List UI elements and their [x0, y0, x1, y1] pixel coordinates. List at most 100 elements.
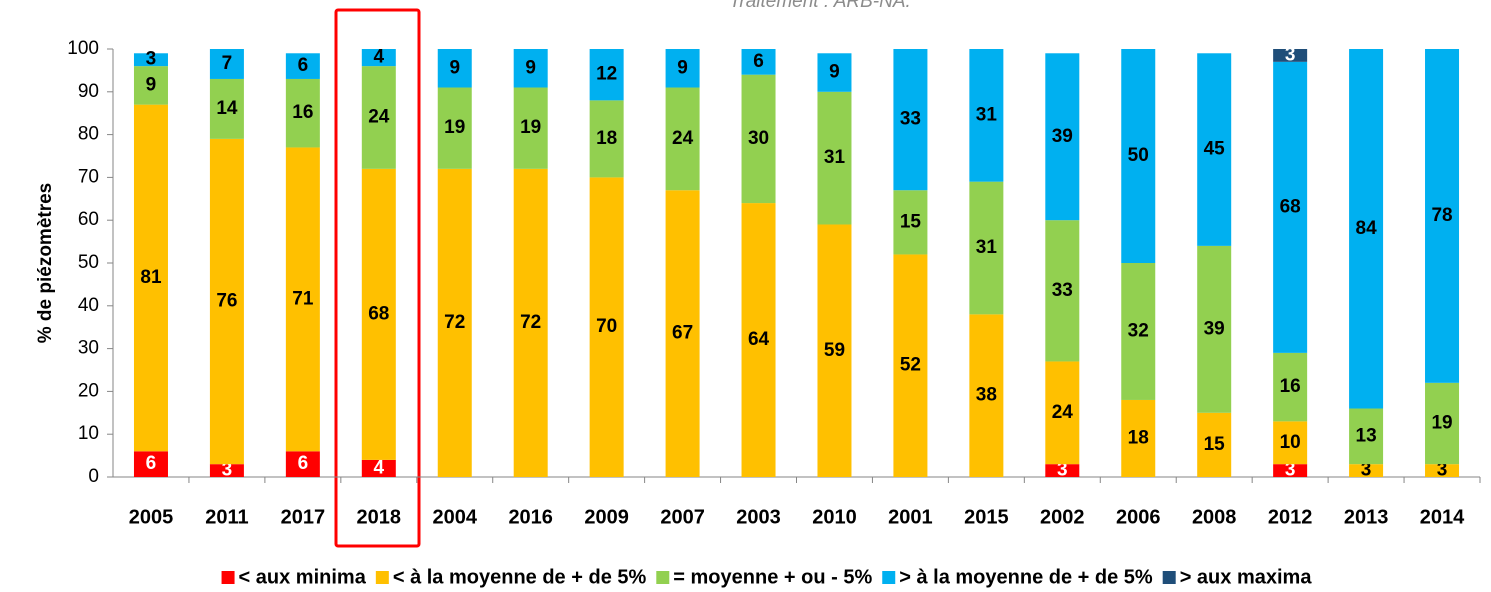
data-label: 9 [146, 74, 157, 95]
bar-segment [361, 49, 396, 67]
data-label: 3 [1285, 460, 1296, 481]
bar-segment [1273, 352, 1308, 422]
bar-segment [133, 104, 168, 452]
x-tick-label: 2011 [205, 506, 248, 528]
data-label: 39 [1052, 126, 1073, 147]
data-label: 72 [520, 312, 541, 333]
x-tick-label: 2008 [1192, 506, 1237, 528]
data-label: 84 [1356, 218, 1378, 239]
data-label: 3 [1057, 460, 1068, 481]
bar-segment [1273, 464, 1308, 477]
data-label: 33 [900, 109, 921, 130]
data-label: 64 [748, 329, 770, 350]
bar-segment [1121, 399, 1156, 477]
data-label: 31 [976, 237, 998, 258]
data-label: 3 [146, 49, 157, 70]
data-label: 4 [374, 47, 385, 68]
bar-segment [1121, 49, 1156, 263]
bar-segment [513, 87, 548, 169]
y-tick-label: 10 [78, 423, 99, 444]
highlight-box [334, 8, 421, 548]
y-tick-label: 70 [78, 166, 99, 187]
x-tick-label: 2010 [812, 506, 857, 528]
data-label: 9 [449, 57, 460, 78]
bar-segment [209, 464, 244, 477]
bar-segment [1349, 49, 1384, 409]
legend-swatch [1162, 571, 1176, 584]
data-label: 19 [444, 117, 465, 138]
x-tick-label: 2014 [1420, 506, 1465, 528]
bar-segment [1273, 421, 1308, 465]
data-label: 76 [216, 291, 237, 312]
x-tick-label: 2009 [584, 506, 629, 528]
legend-swatch [882, 571, 896, 584]
legend-swatch [656, 571, 670, 584]
data-label: 52 [900, 355, 921, 376]
x-tick-label: 2018 [357, 506, 402, 528]
data-label: 19 [520, 117, 541, 138]
legend-label: < à la moyenne de + de 5% [393, 566, 647, 588]
bar-segment [665, 190, 700, 478]
data-label: 39 [1204, 318, 1225, 339]
bar-segment [285, 451, 320, 477]
bar-segment [817, 91, 852, 225]
x-tick-label: 2015 [964, 506, 1009, 528]
bar-segment [361, 459, 396, 477]
bar-segment [589, 177, 624, 477]
data-label: 32 [1128, 320, 1149, 341]
bar-segment [741, 49, 776, 75]
bar-segment [1273, 49, 1308, 62]
data-label: 81 [140, 267, 162, 288]
y-tick-label: 80 [78, 124, 99, 145]
data-label: 30 [748, 128, 769, 149]
bar-segment [209, 138, 244, 465]
data-label: 6 [753, 51, 764, 72]
data-label: 59 [824, 340, 845, 361]
data-label: 3 [1437, 460, 1448, 481]
x-tick-label: 2013 [1344, 506, 1389, 528]
data-label: 50 [1128, 145, 1149, 166]
y-tick-label: 30 [78, 338, 99, 359]
data-label: 31 [976, 104, 998, 125]
data-label: 4 [374, 457, 385, 478]
bar-segment [1197, 412, 1232, 477]
data-label: 13 [1356, 425, 1377, 446]
bar-segment [1045, 53, 1080, 221]
data-label: 14 [216, 98, 238, 119]
bar-segment [285, 53, 320, 79]
bar-segment [817, 224, 852, 477]
data-label: 33 [1052, 280, 1073, 301]
data-label: 15 [1204, 434, 1226, 455]
x-tick-label: 2012 [1268, 506, 1313, 528]
data-label: 19 [1431, 413, 1452, 434]
data-label: 15 [900, 211, 922, 232]
data-label: 18 [596, 128, 617, 149]
legend-label: > à la moyenne de + de 5% [899, 566, 1153, 588]
data-label: 6 [298, 55, 309, 76]
bar-segment [1197, 53, 1232, 246]
bar-segment [969, 181, 1004, 315]
data-label: 12 [596, 64, 617, 85]
data-label: 3 [1361, 460, 1372, 481]
y-tick-label: 90 [78, 81, 99, 102]
data-label: 24 [1052, 402, 1074, 423]
data-label: 72 [444, 312, 465, 333]
y-tick-label: 100 [67, 38, 99, 59]
data-label: 16 [292, 102, 313, 123]
y-tick-label: 0 [88, 466, 99, 487]
x-tick-label: 2007 [660, 506, 705, 528]
data-label: 70 [596, 316, 617, 337]
data-label: 18 [1128, 427, 1149, 448]
bar-segment [437, 49, 472, 88]
bar-segment [1425, 49, 1460, 383]
data-label: 24 [368, 106, 390, 127]
data-label: 6 [298, 453, 309, 474]
bar-segment [1121, 263, 1156, 400]
bar-segment [969, 49, 1004, 182]
bar-segment [1045, 361, 1080, 465]
y-tick-label: 50 [78, 252, 99, 273]
x-tick-label: 2001 [888, 506, 933, 528]
legend-swatch [221, 571, 235, 584]
bar-segment [1197, 245, 1232, 413]
